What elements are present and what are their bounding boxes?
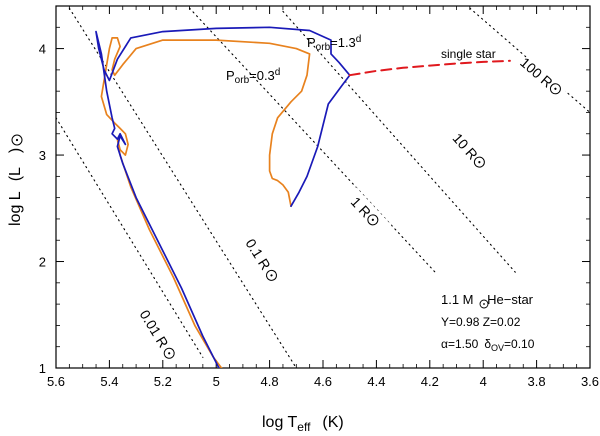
x-tick-label: 4.8 [261, 374, 279, 389]
sun-symbol-icon [163, 347, 175, 359]
sun-symbol-icon [549, 83, 561, 95]
x-tick-label: 5 [213, 374, 220, 389]
radius-label-backing [448, 126, 496, 176]
x-tick-label: 5.2 [154, 374, 172, 389]
radius-label-backing [243, 233, 285, 287]
x-tick-label: 5.4 [100, 374, 118, 389]
series-layer [95, 26, 511, 368]
svg-text:log L(L): log L(L) [7, 148, 24, 226]
y-tick-label: 4 [39, 42, 46, 57]
series-porb-0-3d [100, 37, 311, 368]
x-tick-label: 3.8 [528, 374, 546, 389]
radius-label: 100 R [517, 53, 569, 100]
svg-text:1.1 M He−star: 1.1 M He−star [441, 292, 534, 307]
y-axis-title: log L(L) [7, 134, 24, 226]
radius-line [282, 10, 516, 273]
x-tick-label: 3.6 [581, 374, 599, 389]
y-tick-label: 3 [39, 148, 46, 163]
x-tick-label: 4.2 [421, 374, 439, 389]
radius-label: 1 R [344, 187, 392, 237]
x-tick-label: 5.6 [47, 374, 65, 389]
annotation-mass: 1.1 M He−star [441, 292, 534, 309]
x-axis-ticks: 5.6 5.4 5.2 5 4.8 4.6 4.4 4.2 4 3.8 3.6 [47, 6, 599, 389]
annotation-composition: Y=0.98 Z=0.02 [441, 315, 521, 329]
sun-symbol-icon [367, 214, 379, 226]
series-single-star [348, 59, 511, 77]
svg-text:Porb=0.3d: Porb=0.3d [226, 67, 280, 86]
annotation-porb-long: Porb=1.3d [307, 34, 361, 53]
radius-line [56, 117, 204, 358]
radius-label-backing [139, 308, 181, 361]
svg-text:Porb=1.3d: Porb=1.3d [307, 34, 361, 53]
x-axis-title: log Teff (K) [262, 414, 344, 434]
annotation-single-star: single star [441, 47, 496, 61]
radius-label: 0.1 R [242, 233, 285, 287]
radius-label: 10 R [448, 126, 496, 176]
x-tick-label: 4.6 [314, 374, 332, 389]
series-porb-1-3d [95, 26, 351, 368]
sun-symbol-icon [266, 269, 278, 281]
radius-label-backing [344, 187, 392, 237]
radius-label-backing [519, 53, 569, 100]
sun-symbol-icon [11, 134, 23, 146]
y-axis-ticks: 1 2 3 4 [39, 5, 590, 376]
y-tick-label: 2 [39, 255, 46, 270]
y-tick-label: 1 [39, 361, 46, 376]
annotation-mixing: α=1.50 δOV=0.10 [441, 337, 535, 353]
annotation-porb-short: Porb=0.3d [226, 67, 280, 86]
radius-label-text: 0.01 R [137, 307, 172, 351]
x-tick-label: 4.4 [367, 374, 385, 389]
sun-symbol-icon [473, 156, 485, 168]
radius-label: 0.01 R [137, 307, 181, 361]
x-tick-label: 4 [480, 374, 487, 389]
radius-line [68, 7, 297, 368]
sun-symbol-icon [479, 299, 489, 309]
